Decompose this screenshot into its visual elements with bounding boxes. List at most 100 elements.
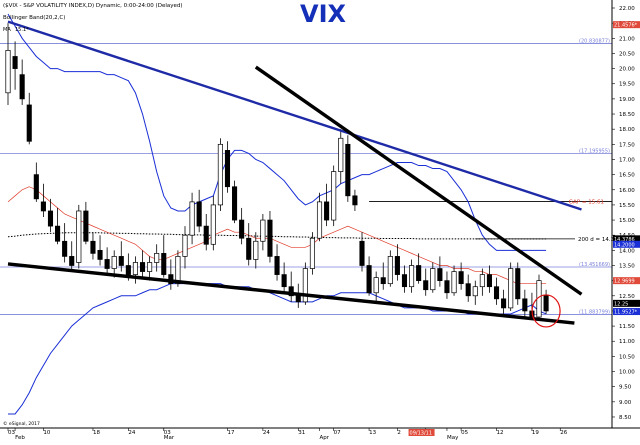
candle-body <box>387 256 393 285</box>
y-tick-label: 11.50 <box>619 324 635 330</box>
candle-body <box>5 50 11 94</box>
x-tick-label: 10 <box>43 430 50 436</box>
candle-body <box>246 237 252 260</box>
y-tick-label: 19.00 <box>619 97 635 103</box>
y-tick-label: 9.50 <box>619 385 632 391</box>
candle-body <box>352 195 358 206</box>
x-tick-label: 03 <box>8 430 15 436</box>
candle-body <box>189 201 195 236</box>
blue-trendline <box>7 20 582 211</box>
x-tick-label: 24 <box>263 430 270 436</box>
candle-body <box>253 240 259 260</box>
candle-body <box>55 225 61 242</box>
candle-body <box>522 298 528 312</box>
x-tick-label: 18 <box>93 430 100 436</box>
candle-body <box>331 171 337 221</box>
x-tick-label: 19 <box>532 430 539 436</box>
y-tick-label: 17.00 <box>619 157 635 163</box>
candle-body <box>40 201 46 212</box>
candle-body <box>451 271 457 294</box>
candle-body <box>260 219 266 242</box>
reference-hline-label: (17.195955) <box>579 149 610 155</box>
y-tick-label: 10.00 <box>619 370 635 376</box>
candle-body <box>515 268 521 300</box>
ma200-label: 200 d = 14.38 <box>578 237 618 243</box>
y-axis: 8.509.009.5010.0010.5011.0011.5012.0012.… <box>612 6 640 421</box>
plot-area: (20.830877) (17.195955) (13.451669) (11.883… <box>0 13 618 415</box>
candle-body <box>196 201 202 227</box>
candle-body <box>416 265 422 281</box>
candle-body <box>210 204 216 245</box>
candle-body <box>239 219 245 239</box>
candle-body <box>465 283 471 297</box>
candle-body <box>154 253 160 263</box>
candle-body <box>458 271 464 285</box>
candle-body <box>217 143 223 206</box>
y-tick-label: 12.50 <box>619 294 635 300</box>
candle-body <box>493 286 500 300</box>
candle-body <box>366 265 372 294</box>
candle-body <box>309 237 315 269</box>
x-tick-label: May <box>447 435 459 441</box>
candle-body <box>182 234 188 257</box>
y-tick-label: 17.50 <box>619 142 635 148</box>
highlight-circle <box>531 294 561 328</box>
candle-body <box>324 201 330 221</box>
indicator-label: Bollinger Band(20,2,C) <box>3 15 65 21</box>
x-tick-label: 24 <box>128 430 135 436</box>
y-tick-label: 10.50 <box>619 354 635 360</box>
y-tick-label: 19.50 <box>619 82 635 88</box>
candle-body <box>125 265 131 275</box>
price-tag-label: 11.9527* <box>614 310 638 316</box>
black-trendline <box>254 65 583 296</box>
x-tick-label: 05 <box>461 430 468 436</box>
price-tag <box>613 308 640 316</box>
x-tick-label: 26 <box>560 430 567 436</box>
date-tag-label: 09/13/11 <box>410 431 432 437</box>
candle-body <box>444 280 450 294</box>
y-tick-label: 21.00 <box>619 36 635 42</box>
x-tick-label: Mar <box>164 435 175 441</box>
reference-hline-label: (11.883799) <box>579 309 610 315</box>
y-tick-label: 15.50 <box>619 203 635 209</box>
candle-body <box>501 298 507 309</box>
price-tag <box>613 277 640 285</box>
x-tick-label: 31 <box>298 430 305 436</box>
candle-body <box>359 240 365 266</box>
x-tick-label: 03 <box>164 430 171 436</box>
y-tick-label: 18.00 <box>619 127 635 133</box>
gap-label: GAP = 15.61 <box>569 200 604 206</box>
y-tick-label: 14.00 <box>619 248 635 254</box>
candle-body <box>486 274 492 288</box>
candle-body <box>147 262 153 272</box>
candle-body <box>281 274 287 288</box>
x-axis: 03Feb10182403Mar172431Apr0713228May05121… <box>7 428 568 441</box>
candle-body <box>161 253 167 275</box>
ma20-line <box>7 186 547 285</box>
candle-body <box>295 295 301 303</box>
price-tag-label: 14.2000 <box>614 242 635 248</box>
y-tick-label: 15.00 <box>619 218 635 224</box>
candle-body <box>90 240 96 254</box>
candle-body <box>19 74 25 100</box>
chart-title: VIX <box>300 0 347 28</box>
reference-hline-label: (13.451669) <box>579 262 610 268</box>
candle-body <box>232 186 238 221</box>
y-tick-label: 8.50 <box>619 415 632 421</box>
candle-body <box>104 259 110 269</box>
y-tick-label: 16.50 <box>619 173 635 179</box>
candle-body <box>26 104 32 142</box>
candle-body <box>69 256 75 266</box>
x-tick-label: 13 <box>369 430 376 436</box>
x-tick-label: 07 <box>334 430 341 436</box>
price-tag-label: 12.25 <box>614 301 628 307</box>
price-tag-label: 21.4576* <box>614 23 638 29</box>
candle-body <box>76 210 82 263</box>
price-tag <box>613 299 640 307</box>
candle-body <box>401 274 408 288</box>
candle-body <box>338 137 344 172</box>
price-tag-label: 12.9699 <box>614 279 635 285</box>
candle-body <box>380 277 386 285</box>
